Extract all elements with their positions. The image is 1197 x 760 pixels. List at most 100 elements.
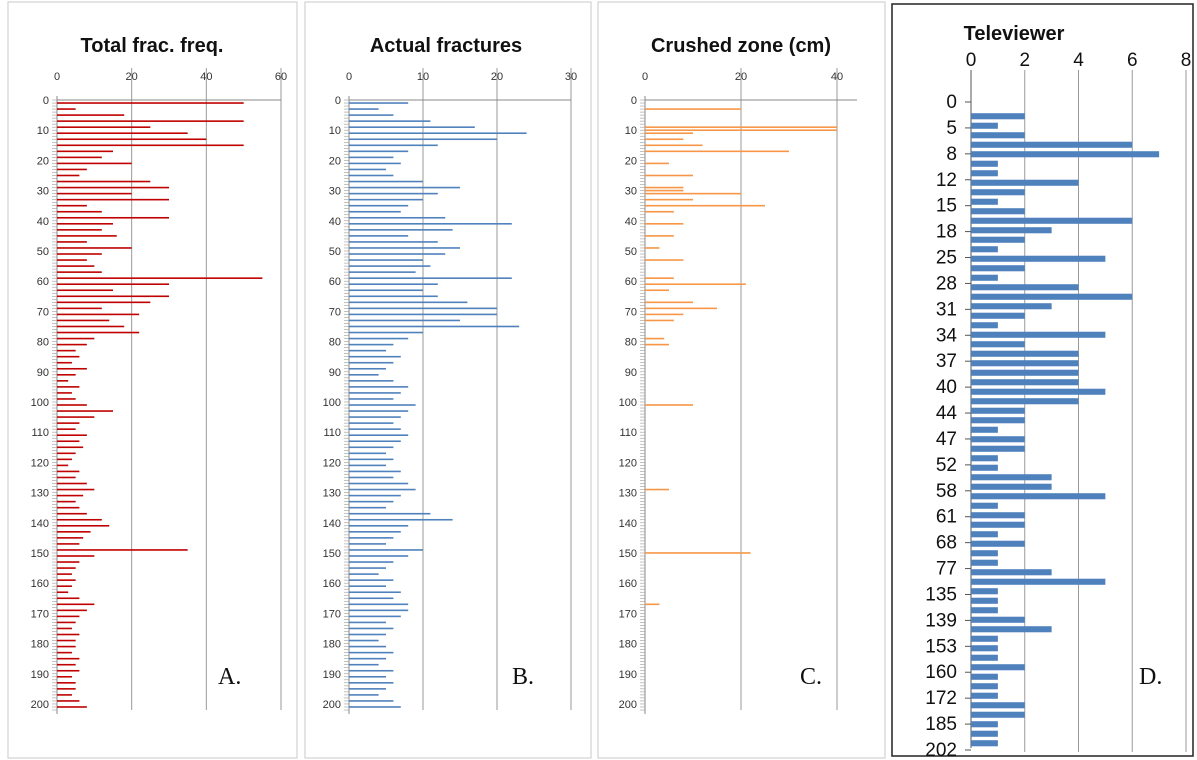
y-tick-label: 30: [329, 186, 341, 198]
bar: [349, 422, 394, 424]
x-tick-label: 40: [200, 71, 212, 83]
x-tick-label: 10: [417, 71, 429, 83]
y-tick-label: 190: [619, 669, 637, 681]
y-tick-label: 0: [946, 92, 957, 113]
bar: [971, 189, 1025, 196]
y-tick-label: 200: [619, 699, 637, 711]
y-tick-label: 28: [936, 273, 957, 294]
bar: [349, 567, 386, 569]
bar: [349, 398, 394, 400]
x-tick-label: 20: [126, 71, 138, 83]
bar: [349, 198, 423, 201]
bar: [349, 537, 394, 539]
y-tick-label: 0: [335, 95, 341, 107]
bar: [971, 360, 1079, 367]
bar: [645, 307, 717, 310]
bar: [57, 271, 102, 273]
y-tick-label: 80: [37, 337, 49, 349]
bar: [645, 189, 684, 192]
bar: [57, 446, 84, 449]
bar: [971, 683, 998, 690]
bar: [57, 621, 76, 624]
bar: [57, 410, 113, 412]
y-tick-label: 61: [936, 507, 957, 528]
bar: [349, 682, 394, 684]
bar: [57, 198, 169, 201]
bar: [971, 284, 1079, 291]
bar: [971, 303, 1052, 310]
bar: [971, 521, 1025, 528]
bar: [971, 265, 1025, 272]
y-tick-label: 120: [31, 457, 49, 469]
bar: [971, 559, 998, 566]
bar: [57, 301, 151, 304]
bar: [349, 506, 386, 509]
bar: [57, 210, 102, 213]
bar: [349, 120, 431, 122]
bar: [349, 283, 438, 286]
bar: [57, 458, 72, 461]
y-tick-label: 10: [329, 125, 341, 137]
bar: [349, 386, 409, 388]
bar: [57, 494, 84, 497]
bar: [971, 702, 1025, 709]
chart-panel-b: Actual fractures 0 10 20 30 0 10 20 30 40 50 60 70 80…: [304, 1, 592, 759]
y-tick-label: 140: [619, 518, 637, 530]
panel-frame: [304, 1, 592, 759]
bar: [349, 494, 401, 497]
y-tick-label: 70: [329, 306, 341, 318]
bar: [971, 740, 998, 747]
bar: [971, 664, 1025, 671]
bar: [349, 289, 423, 292]
y-tick-label: 110: [619, 427, 637, 439]
y-tick-label: 30: [37, 186, 49, 198]
bar: [349, 295, 438, 298]
bar: [349, 657, 386, 660]
y-tick-label: 180: [323, 639, 341, 651]
bar: [971, 673, 998, 680]
bar: [57, 367, 87, 370]
chart-title: Televiewer: [964, 23, 1065, 45]
bar: [645, 210, 674, 213]
bar: [971, 483, 1052, 490]
bar: [349, 247, 460, 249]
bar: [349, 500, 394, 503]
bar: [971, 540, 1025, 547]
bar: [349, 416, 401, 418]
bar: [349, 706, 401, 708]
bar: [57, 633, 80, 636]
bar: [645, 108, 741, 110]
bar: [645, 337, 665, 340]
panel-label: B.: [512, 664, 534, 690]
y-tick-label: 100: [31, 397, 49, 409]
bar: [349, 428, 401, 430]
bar: [57, 361, 72, 364]
bar: [971, 493, 1106, 500]
bar: [971, 274, 998, 281]
bar: [971, 692, 998, 699]
bar: [349, 579, 394, 581]
bar: [349, 174, 394, 177]
y-tick-label: 0: [43, 95, 49, 107]
bar: [645, 488, 669, 491]
bar: [57, 645, 76, 648]
bar: [971, 607, 998, 614]
bar: [971, 160, 998, 167]
bar: [971, 293, 1133, 300]
bar: [971, 588, 998, 595]
bar: [349, 138, 497, 141]
x-tick-label: 6: [1127, 50, 1138, 71]
y-tick-label: 50: [329, 246, 341, 258]
bar: [349, 223, 512, 225]
bar: [971, 132, 1025, 139]
bar: [349, 241, 438, 243]
y-tick-label: 20: [37, 155, 49, 167]
bar: [349, 331, 423, 334]
bar: [57, 313, 140, 316]
bar: [57, 591, 69, 594]
y-tick-label: 8: [946, 144, 957, 165]
bar: [349, 259, 423, 261]
bar: [349, 645, 386, 648]
y-tick-label: 90: [329, 367, 341, 379]
bar: [349, 675, 386, 678]
